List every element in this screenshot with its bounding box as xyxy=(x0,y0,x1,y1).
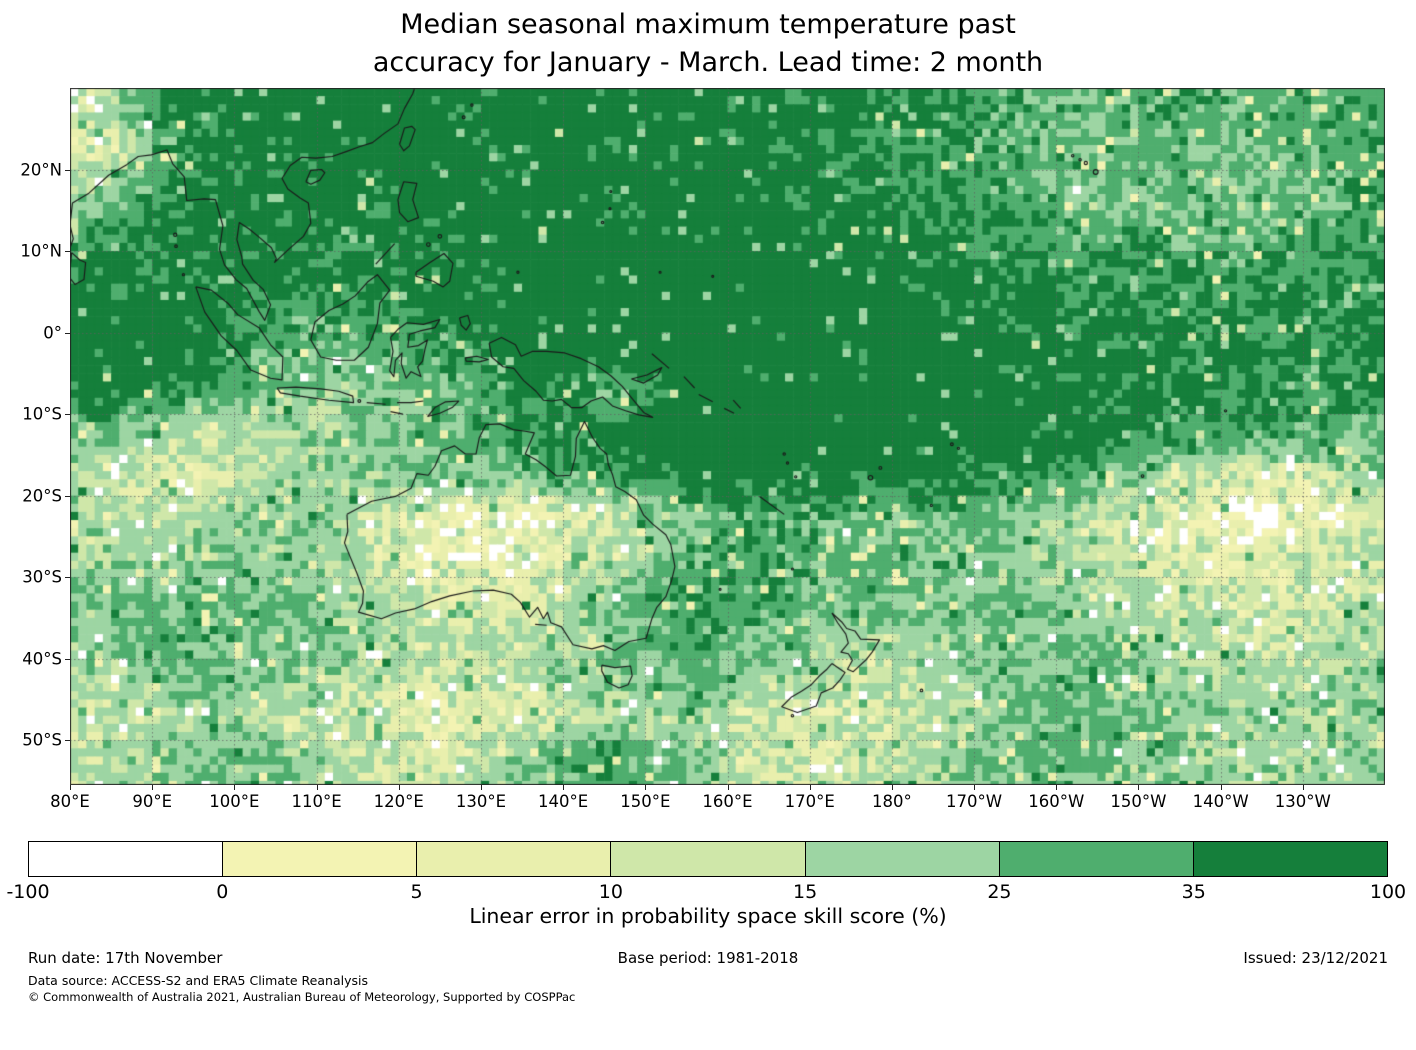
colorbar-tick-label: 35 xyxy=(1181,881,1206,903)
chart-title-line2: accuracy for January - March. Lead time:… xyxy=(372,47,1044,78)
x-tick-label: 140°W xyxy=(1192,792,1249,811)
run-date-text: Run date: 17th November xyxy=(28,949,223,967)
x-tick-mark xyxy=(1138,785,1139,790)
x-tick-label: 170°W xyxy=(946,792,1003,811)
heatmap-map-canvas xyxy=(70,88,1385,785)
x-tick-label: 90°E xyxy=(132,792,173,811)
colorbar-tick-label: 10 xyxy=(598,881,623,903)
y-tick-label: 20°S xyxy=(22,486,62,506)
y-tick-mark xyxy=(65,496,70,497)
y-tick-mark xyxy=(65,414,70,415)
colorbar-tick-label: -100 xyxy=(6,881,50,903)
y-tick-mark xyxy=(65,659,70,660)
x-tick-label: 100°E xyxy=(209,792,260,811)
x-tick-mark xyxy=(728,785,729,790)
colorbar-tick-label: 5 xyxy=(410,881,423,903)
colorbar-segment xyxy=(998,842,1193,876)
x-tick-label: 120°E xyxy=(373,792,424,811)
x-tick-mark xyxy=(234,785,235,790)
colorbar-segment xyxy=(416,842,611,876)
y-tick-label: 10°N xyxy=(20,241,62,261)
y-tick-label: 0° xyxy=(43,323,62,343)
x-tick-label: 80°E xyxy=(50,792,90,811)
x-tick-mark xyxy=(481,785,482,790)
x-tick-mark xyxy=(1303,785,1304,790)
x-tick-mark xyxy=(317,785,318,790)
colorbar-tick-label: 15 xyxy=(793,881,818,903)
x-tick-label: 160°E xyxy=(702,792,753,811)
x-tick-mark xyxy=(563,785,564,790)
colorbar xyxy=(28,841,1388,877)
x-tick-label: 150°W xyxy=(1110,792,1167,811)
colorbar-segment xyxy=(610,842,805,876)
y-tick-label: 40°S xyxy=(22,649,62,669)
y-tick-mark xyxy=(65,740,70,741)
y-tick-mark xyxy=(65,577,70,578)
x-tick-label: 140°E xyxy=(538,792,589,811)
x-tick-label: 170°E xyxy=(784,792,835,811)
y-tick-mark xyxy=(65,170,70,171)
x-tick-mark xyxy=(399,785,400,790)
x-tick-mark xyxy=(974,785,975,790)
colorbar-tick-label: 0 xyxy=(216,881,229,903)
x-tick-mark xyxy=(1221,785,1222,790)
chart-title: Median seasonal maximum temperature past… xyxy=(0,6,1416,82)
y-tick-label: 20°N xyxy=(20,160,62,180)
x-tick-mark xyxy=(1056,785,1057,790)
y-tick-label: 10°S xyxy=(22,404,62,424)
issued-date-text: Issued: 23/12/2021 xyxy=(1243,949,1388,967)
chart-title-line1: Median seasonal maximum temperature past xyxy=(400,9,1016,40)
x-tick-label: 130°E xyxy=(455,792,507,811)
x-tick-mark xyxy=(152,785,153,790)
x-tick-mark xyxy=(892,785,893,790)
colorbar-tick-label: 25 xyxy=(987,881,1012,903)
y-tick-label: 30°S xyxy=(22,567,62,587)
y-tick-mark xyxy=(65,333,70,334)
y-tick-label: 50°S xyxy=(22,730,62,750)
x-tick-mark xyxy=(70,785,71,790)
copyright-text: © Commonwealth of Australia 2021, Austra… xyxy=(28,990,576,1004)
colorbar-tick-label: 100 xyxy=(1369,881,1407,903)
x-tick-label: 160°W xyxy=(1028,792,1085,811)
x-tick-label: 150°E xyxy=(620,792,671,811)
y-tick-mark xyxy=(65,251,70,252)
base-period-text: Base period: 1981-2018 xyxy=(617,949,799,967)
data-source-text: Data source: ACCESS-S2 and ERA5 Climate … xyxy=(28,973,368,988)
x-tick-label: 180° xyxy=(872,792,912,811)
colorbar-segment xyxy=(804,842,999,876)
x-tick-mark xyxy=(645,785,646,790)
x-tick-label: 110°E xyxy=(291,792,342,811)
colorbar-label: Linear error in probability space skill … xyxy=(469,904,947,928)
x-tick-label: 130°W xyxy=(1274,792,1331,811)
colorbar-segment xyxy=(222,842,417,876)
x-tick-mark xyxy=(810,785,811,790)
colorbar-segment xyxy=(29,842,223,876)
colorbar-segment xyxy=(1192,842,1387,876)
